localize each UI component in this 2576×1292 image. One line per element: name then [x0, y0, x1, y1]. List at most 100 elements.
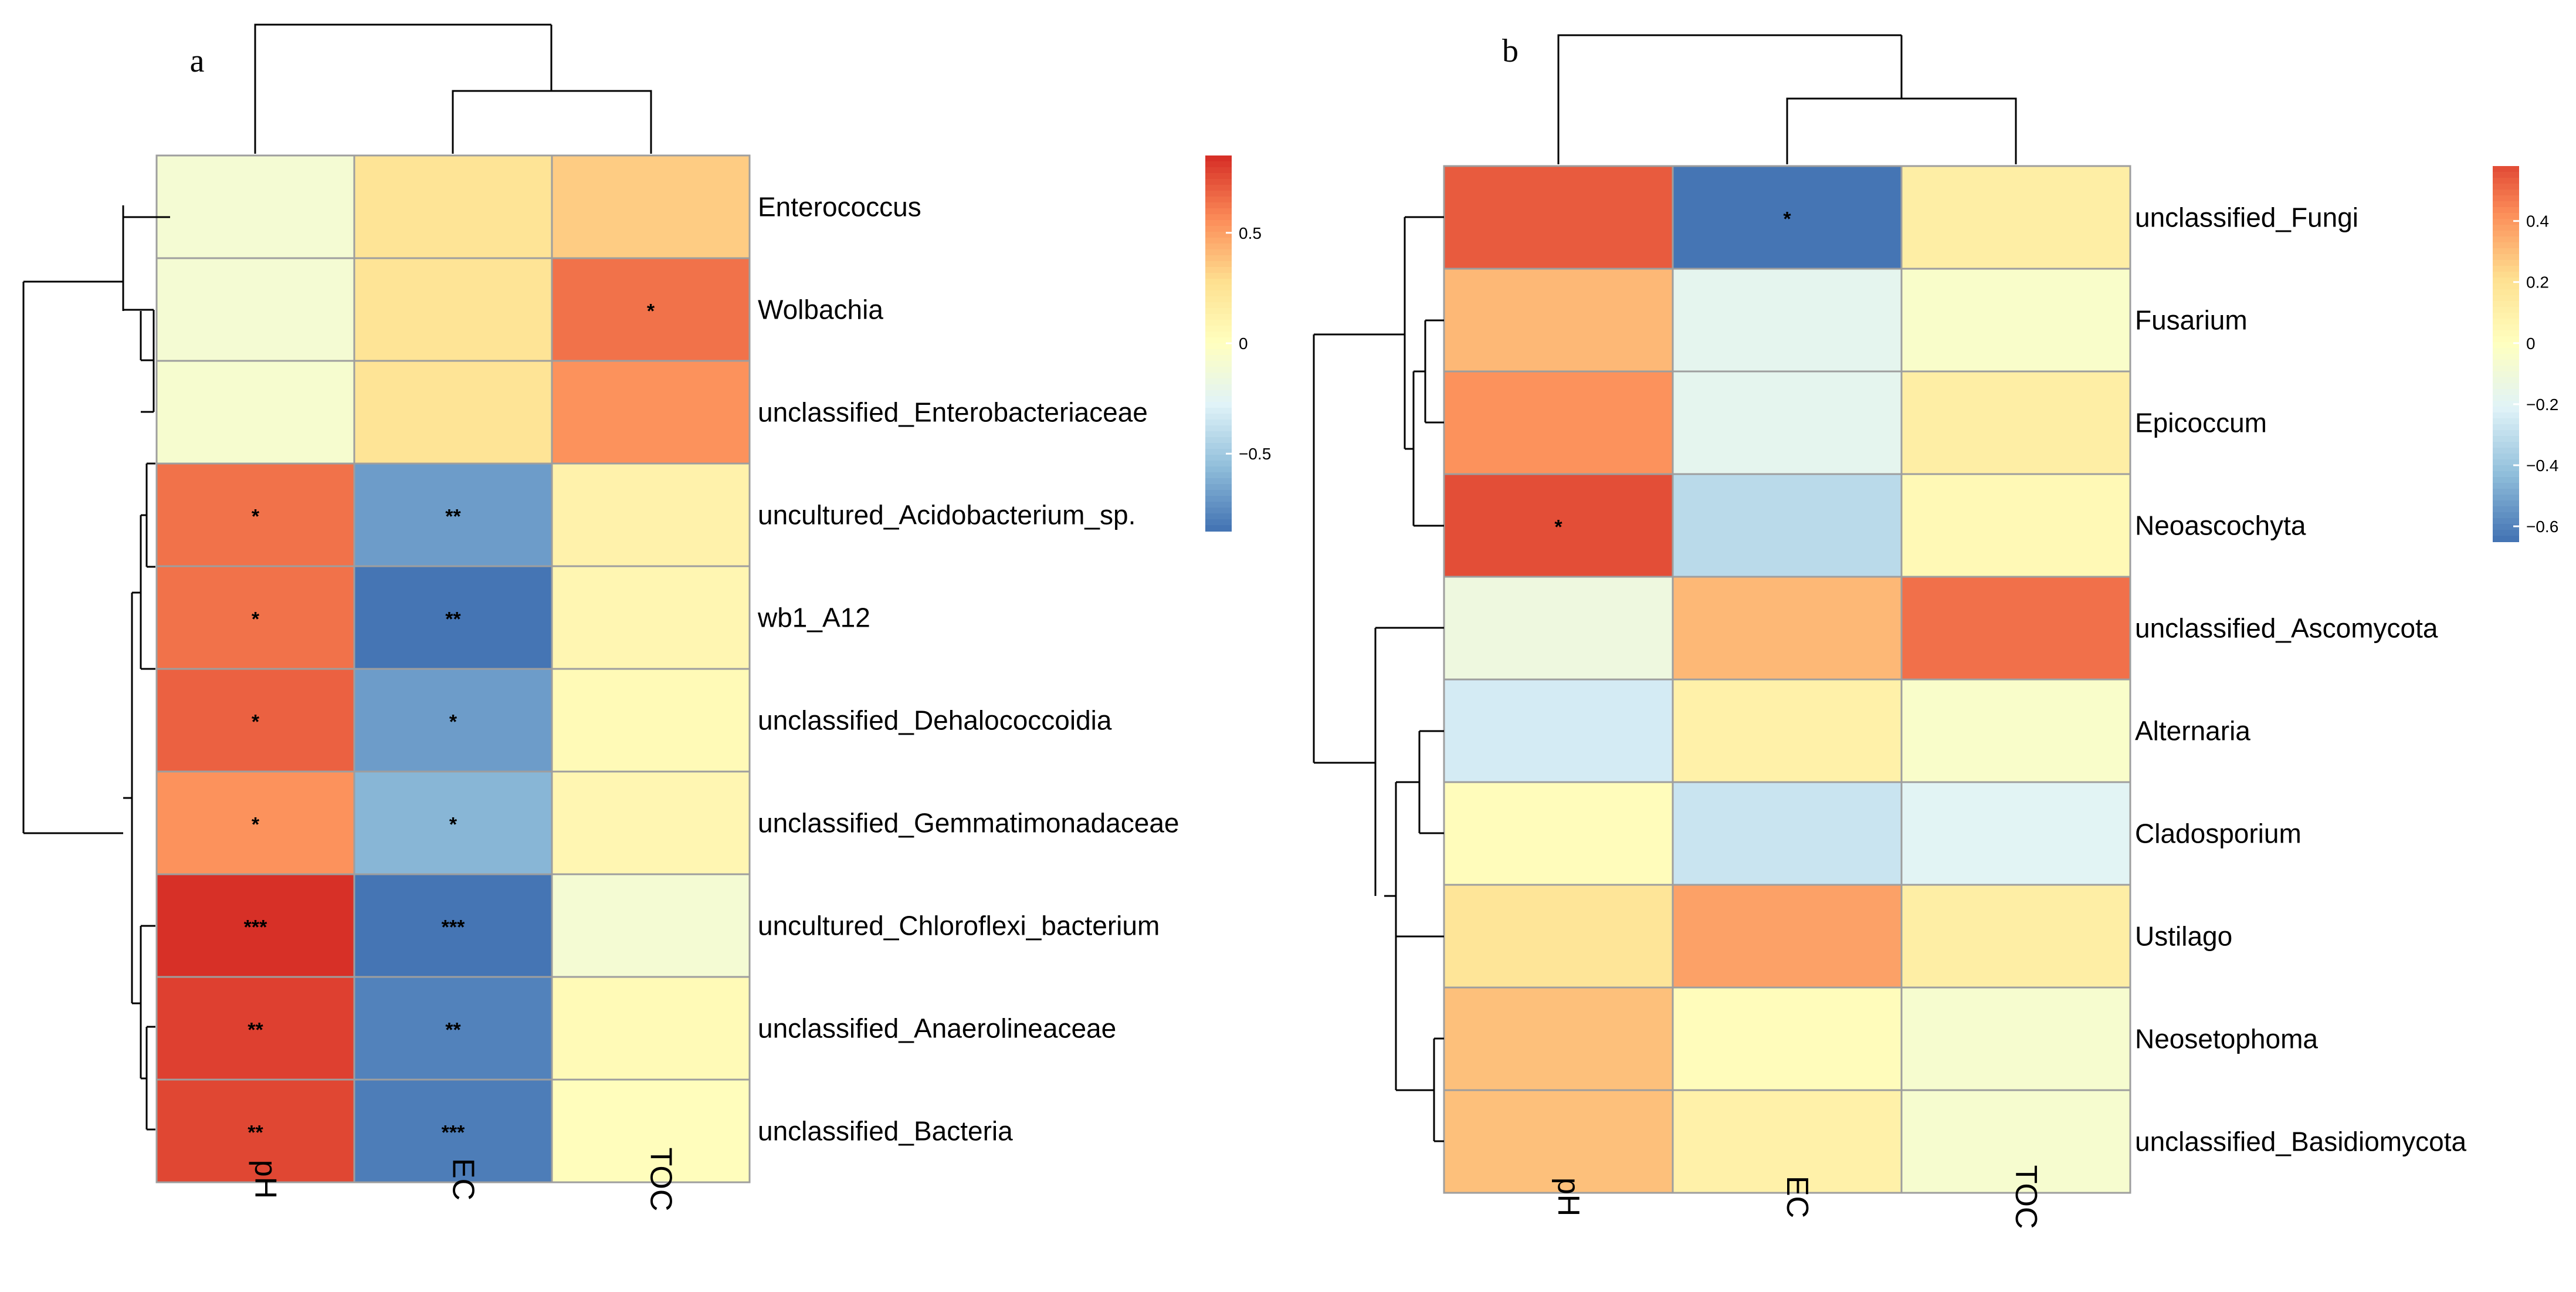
legend-gradient-step — [2493, 254, 2519, 261]
heatmap-cell — [353, 257, 553, 362]
heatmap-cell — [155, 1078, 355, 1183]
heatmap-cell — [353, 462, 553, 567]
legend-gradient-step — [1205, 155, 1232, 162]
significance-label: ** — [445, 1019, 461, 1041]
heatmap-cell — [1672, 370, 1903, 475]
legend-gradient-step — [1205, 285, 1232, 291]
legend-gradient-step — [1205, 337, 1232, 344]
heatmap-cell — [551, 1078, 751, 1183]
column-dendrogram-branch — [452, 90, 652, 154]
legend-gradient-step — [1205, 384, 1232, 391]
heatmap-cell — [1443, 268, 1674, 373]
legend-gradient-step — [2493, 225, 2519, 231]
heatmap-cell — [1443, 576, 1674, 681]
legend-gradient-step — [2493, 295, 2519, 302]
significance-label: ** — [445, 608, 461, 631]
legend-gradient-step — [1205, 290, 1232, 297]
heatmap-cell — [1672, 576, 1903, 681]
heatmap-cell — [1443, 678, 1674, 783]
legend-gradient-step — [2493, 289, 2519, 296]
legend-gradient-step — [2493, 389, 2519, 395]
legend-gradient-step — [1205, 273, 1232, 279]
column-label: pH — [249, 1160, 283, 1199]
panel-label: b — [1502, 33, 1519, 69]
legend-gradient-step — [2493, 377, 2519, 384]
legend-gradient-step — [1205, 161, 1232, 168]
row-label: unclassified_Ascomycota — [2135, 613, 2438, 644]
heatmap-cell — [353, 565, 553, 670]
heatmap-cell — [155, 360, 355, 465]
row-label: uncultured_Chloroflexi_bacterium — [758, 911, 1160, 941]
heatmap-cell — [1900, 370, 2131, 475]
legend-gradient-step — [2493, 530, 2519, 536]
heatmap-cell — [155, 873, 355, 978]
heatmap-cell — [1672, 473, 1903, 578]
legend-gradient-step — [1205, 408, 1232, 414]
row-label: Fusarium — [2135, 305, 2248, 336]
legend-gradient-step — [2493, 190, 2519, 196]
legend-gradient-step — [2493, 383, 2519, 390]
legend-gradient-step — [2493, 201, 2519, 208]
row-label: Alternaria — [2135, 716, 2250, 746]
legend-gradient-step — [1205, 208, 1232, 215]
legend-tick-label: −0.2 — [2526, 395, 2558, 414]
legend-gradient-step — [1205, 502, 1232, 508]
legend-gradient-step — [2493, 454, 2519, 460]
legend-gradient-step — [2493, 471, 2519, 478]
heatmap-cell — [155, 154, 355, 259]
legend-gradient-step — [1205, 326, 1232, 332]
legend-gradient-step — [1205, 496, 1232, 502]
panel-label: a — [190, 43, 205, 79]
legend-gradient-step — [1205, 249, 1232, 256]
heatmap-cell — [551, 257, 751, 362]
heatmap-cell — [551, 668, 751, 773]
legend-gradient-step — [1205, 367, 1232, 373]
legend-gradient-step — [2493, 360, 2519, 366]
legend-gradient-step — [2493, 336, 2519, 343]
heatmap-cell — [1900, 473, 2131, 578]
legend-gradient-step — [2493, 195, 2519, 202]
legend-gradient-step — [2493, 342, 2519, 349]
legend-gradient-step — [2493, 395, 2519, 401]
heatmap-cell — [155, 770, 355, 875]
heatmap-panel-b: b * unclassified_Fungi Fusarium Epicoccum * Ne… — [1313, 33, 2558, 1229]
legend-gradient-step — [1205, 267, 1232, 273]
legend-tick-label: 0.5 — [1239, 224, 1262, 242]
heatmap-cell — [551, 873, 751, 978]
significance-label: ** — [248, 1019, 263, 1041]
legend-gradient-step — [2493, 213, 2519, 219]
legend-gradient-step — [1205, 461, 1232, 467]
legend-gradient-step — [2493, 512, 2519, 519]
legend-gradient-step — [2493, 506, 2519, 513]
significance-label: * — [252, 711, 260, 733]
significance-label: *** — [442, 916, 465, 939]
heatmap-cell — [551, 976, 751, 1081]
legend-gradient-step — [1205, 191, 1232, 197]
legend-gradient-step — [1205, 484, 1232, 491]
legend-gradient-step — [1205, 390, 1232, 397]
significance-label: ** — [248, 1122, 263, 1144]
heatmap-cell — [1443, 986, 1674, 1091]
legend-gradient-step — [1205, 378, 1232, 385]
legend-gradient-step — [2493, 248, 2519, 255]
legend-gradient-step — [2493, 401, 2519, 407]
legend-gradient-step — [2493, 371, 2519, 378]
legend-gradient-step — [1205, 525, 1232, 532]
column-dendrogram-branch — [1557, 34, 1902, 164]
legend-gradient-step — [1205, 455, 1232, 461]
heatmap-cell — [1900, 986, 2131, 1091]
legend-gradient-step — [2493, 465, 2519, 472]
legend-tick-label: 0.4 — [2526, 212, 2549, 231]
legend-gradient-step — [2493, 518, 2519, 525]
legend-gradient-step — [1205, 220, 1232, 226]
legend-gradient-step — [2493, 319, 2519, 325]
legend-gradient-step — [2493, 483, 2519, 489]
legend-gradient-step — [2493, 178, 2519, 184]
heatmap-cell — [155, 257, 355, 362]
legend-gradient-step — [1205, 373, 1232, 379]
legend-tick-label: −0.4 — [2526, 456, 2558, 475]
legend-gradient-step — [2493, 412, 2519, 419]
legend-gradient-step — [2493, 442, 2519, 448]
legend-gradient-step — [1205, 296, 1232, 303]
column-label: EC — [1780, 1176, 1814, 1218]
